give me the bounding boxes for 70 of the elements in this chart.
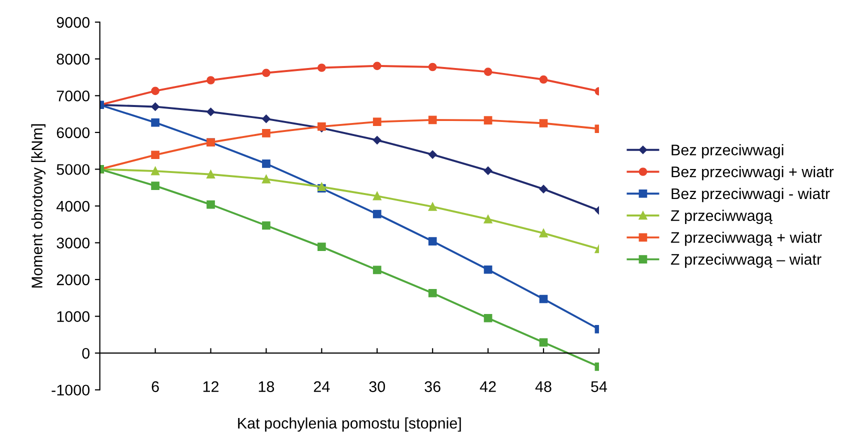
- point: [151, 102, 160, 111]
- x-tick-label: 36: [424, 381, 440, 392]
- point: [262, 160, 270, 168]
- point: [206, 76, 215, 84]
- x-axis-title: Kat pochylenia pomostu [stopnie]: [238, 417, 461, 432]
- y-tick-label: 7000: [56, 90, 90, 102]
- legend-label: Bez przeciwwagi - wiatr: [672, 188, 830, 202]
- x-tick-label: 18: [258, 381, 274, 392]
- legend-label: Z przeciwwagą + wiatr: [670, 232, 822, 246]
- y-tick-label: 4000: [56, 200, 90, 212]
- point: [428, 202, 437, 211]
- point: [484, 166, 492, 175]
- y-tick-label: 0: [82, 348, 90, 359]
- point: [372, 62, 382, 70]
- y-tick-label: 9000: [56, 17, 90, 28]
- point: [428, 150, 437, 159]
- point: [484, 116, 492, 124]
- point: [151, 150, 160, 160]
- point: [484, 215, 492, 224]
- point: [151, 182, 160, 190]
- y-tick-label: 8000: [56, 54, 90, 65]
- x-tick-label: 30: [369, 381, 386, 392]
- point: [372, 118, 382, 126]
- y-tick-label: 1000: [57, 311, 90, 322]
- y-tick-label: 3000: [56, 238, 90, 248]
- point: [151, 166, 160, 176]
- point: [484, 265, 492, 274]
- point: [262, 68, 270, 78]
- point: [372, 192, 382, 200]
- x-tick-label: 24: [314, 381, 330, 392]
- legend-label: Bez przeciwwagi: [672, 144, 784, 158]
- x-tick-label: 12: [203, 381, 218, 392]
- point: [206, 170, 215, 179]
- point: [484, 68, 492, 76]
- point: [206, 200, 215, 209]
- point: [318, 64, 326, 72]
- point: [428, 237, 437, 246]
- y-tick-label: 6000: [56, 127, 90, 138]
- legend-label: Z przeciwwagą: [670, 210, 772, 224]
- y-tick-label: 5000: [56, 164, 90, 175]
- point: [318, 242, 326, 251]
- point: [262, 174, 270, 184]
- point: [428, 116, 437, 124]
- point: [206, 108, 215, 116]
- legend-label: Z przeciwwagą – wiatr: [670, 254, 822, 268]
- x-tick-label: 6: [152, 381, 159, 392]
- y-axis-title: Moment obrotowy [kNm]: [31, 124, 46, 288]
- y-tick-label: -1000: [52, 384, 90, 396]
- point: [539, 294, 548, 304]
- point: [484, 314, 492, 322]
- point: [539, 184, 548, 194]
- x-tick-label: 54: [591, 381, 608, 392]
- point: [372, 136, 382, 144]
- point: [151, 118, 160, 127]
- point: [428, 62, 437, 72]
- x-tick-label: 42: [480, 381, 496, 392]
- point: [262, 221, 270, 230]
- point: [372, 266, 382, 274]
- point: [428, 288, 437, 298]
- point: [539, 338, 548, 347]
- point: [539, 119, 548, 128]
- y-tick-label: 2000: [56, 274, 90, 286]
- point: [539, 75, 548, 84]
- point: [262, 129, 270, 138]
- point: [151, 86, 160, 96]
- point: [539, 229, 548, 238]
- legend-label: Bez przeciwwagi + wiatr: [672, 166, 834, 180]
- point: [262, 114, 270, 123]
- x-tick-label: 48: [535, 381, 552, 392]
- point: [372, 210, 382, 218]
